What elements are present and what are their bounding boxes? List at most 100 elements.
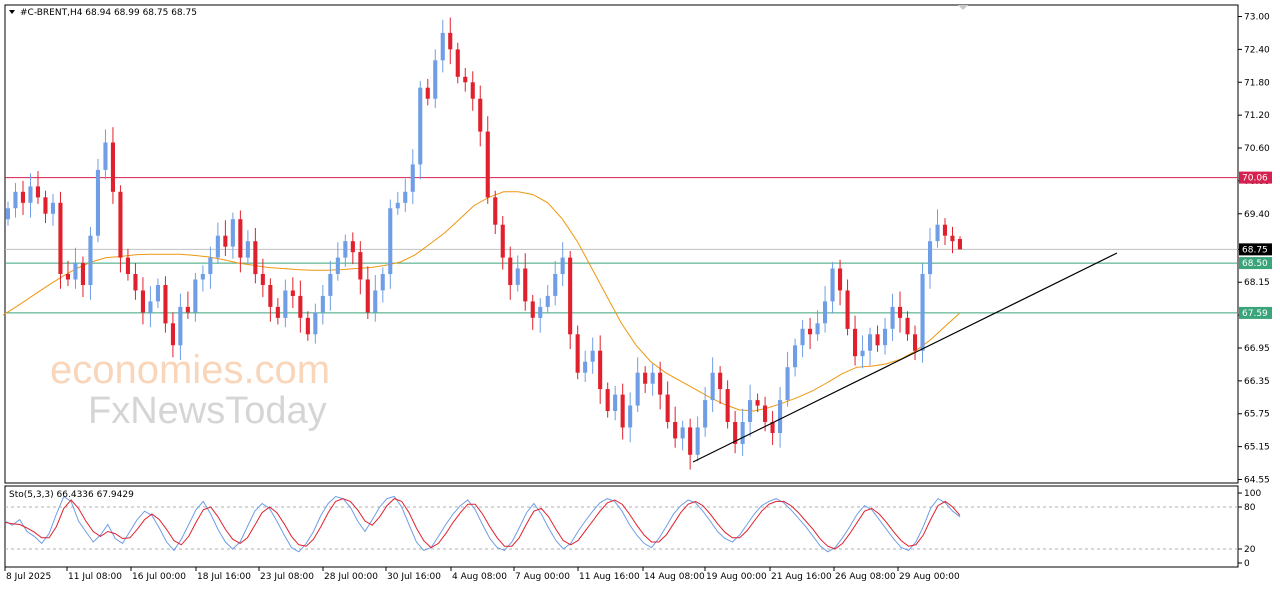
candle [860, 335, 865, 369]
shift-marker-icon[interactable] [958, 5, 968, 10]
candle [448, 17, 453, 65]
candle-body [928, 241, 933, 275]
stochastic-pane[interactable] [4, 485, 1239, 568]
level-label-1-box [1239, 257, 1272, 270]
price-tick-label: 70.60 [1244, 144, 1270, 154]
candle [313, 303, 318, 344]
candle-body [28, 186, 33, 203]
candle-body [298, 295, 303, 318]
trendline-layer[interactable] [692, 252, 1118, 463]
candle-body [913, 334, 918, 351]
candle-body [433, 60, 438, 99]
candle [80, 256, 85, 298]
candle-body [733, 422, 738, 444]
candle [268, 278, 273, 322]
candle [590, 337, 595, 374]
price-tick-label: 71.80 [1244, 78, 1270, 88]
candle-body [275, 306, 280, 318]
candle-body [763, 405, 768, 422]
candle-body [350, 241, 355, 253]
candle-body [755, 400, 760, 406]
candle [358, 241, 363, 295]
candle-body [200, 274, 205, 280]
candle-body [500, 224, 505, 258]
candle [455, 42, 460, 84]
candle-body [793, 345, 798, 368]
candle [73, 247, 78, 289]
candle [650, 363, 655, 396]
stochastic-axis: 100 80 20 0 [1238, 489, 1261, 569]
candle [733, 411, 738, 454]
candle [125, 248, 130, 281]
candle-body [208, 257, 213, 274]
candle-body [470, 82, 475, 99]
candle [688, 418, 693, 470]
candle-body [628, 405, 633, 428]
collapse-arrow-icon[interactable] [9, 10, 15, 14]
candle-body [95, 169, 100, 236]
stochastic-lines [4, 495, 1238, 553]
candle [635, 357, 640, 413]
candle-body [868, 334, 873, 351]
candle [148, 286, 153, 328]
candle-body [890, 306, 895, 329]
candle [808, 317, 813, 350]
candle-body [590, 350, 595, 362]
candle-body [898, 306, 903, 318]
candle [575, 325, 580, 380]
candle [365, 266, 370, 319]
candle [260, 258, 265, 298]
candle [845, 279, 850, 336]
candle-body [418, 87, 423, 165]
time-tick-label: 4 Aug 08:00 [452, 572, 507, 582]
candle-body [635, 372, 640, 406]
candle-body [823, 301, 828, 324]
candle-body [448, 32, 453, 50]
candlesticks [5, 17, 962, 470]
candle [275, 298, 280, 325]
time-tick-label: 14 Aug 08:00 [644, 572, 705, 582]
stoch-tick-label: 80 [1244, 503, 1256, 513]
candle [178, 293, 183, 361]
time-tick-label: 16 Jul 00:00 [132, 572, 186, 582]
candle-body [748, 400, 753, 422]
candle [530, 294, 535, 330]
level-label-1-text: 68.50 [1242, 259, 1268, 269]
candle [230, 212, 235, 259]
candle-body [425, 87, 430, 99]
candle-body [493, 197, 498, 225]
candle [245, 230, 250, 265]
candle-body [65, 274, 70, 280]
price-tick-label: 65.75 [1244, 410, 1270, 420]
candle-body [343, 241, 348, 258]
candle-body [838, 268, 843, 291]
candle-body [920, 274, 925, 351]
candle-body [785, 367, 790, 401]
candle-body [313, 312, 318, 335]
candle [928, 228, 933, 289]
candle-body [845, 290, 850, 329]
candle-body [133, 274, 138, 291]
candle [155, 278, 160, 308]
candle-body [815, 323, 820, 335]
candle-body [860, 350, 865, 357]
support-trendline[interactable] [692, 252, 1118, 463]
moving-average-line [2, 191, 961, 412]
candle-body [20, 191, 25, 203]
candle-body [58, 202, 63, 274]
candle [335, 242, 340, 281]
candle [538, 298, 543, 333]
candle [665, 381, 670, 429]
candle [35, 171, 40, 204]
candle [500, 215, 505, 270]
time-tick-label: 19 Aug 00:00 [706, 572, 767, 582]
candle-body [238, 219, 243, 258]
candle [950, 226, 955, 254]
moving-average-layer [2, 191, 961, 412]
candle-body [50, 202, 55, 214]
candle [568, 251, 573, 350]
candle [403, 178, 408, 213]
candle [28, 173, 33, 218]
candle [185, 291, 190, 319]
